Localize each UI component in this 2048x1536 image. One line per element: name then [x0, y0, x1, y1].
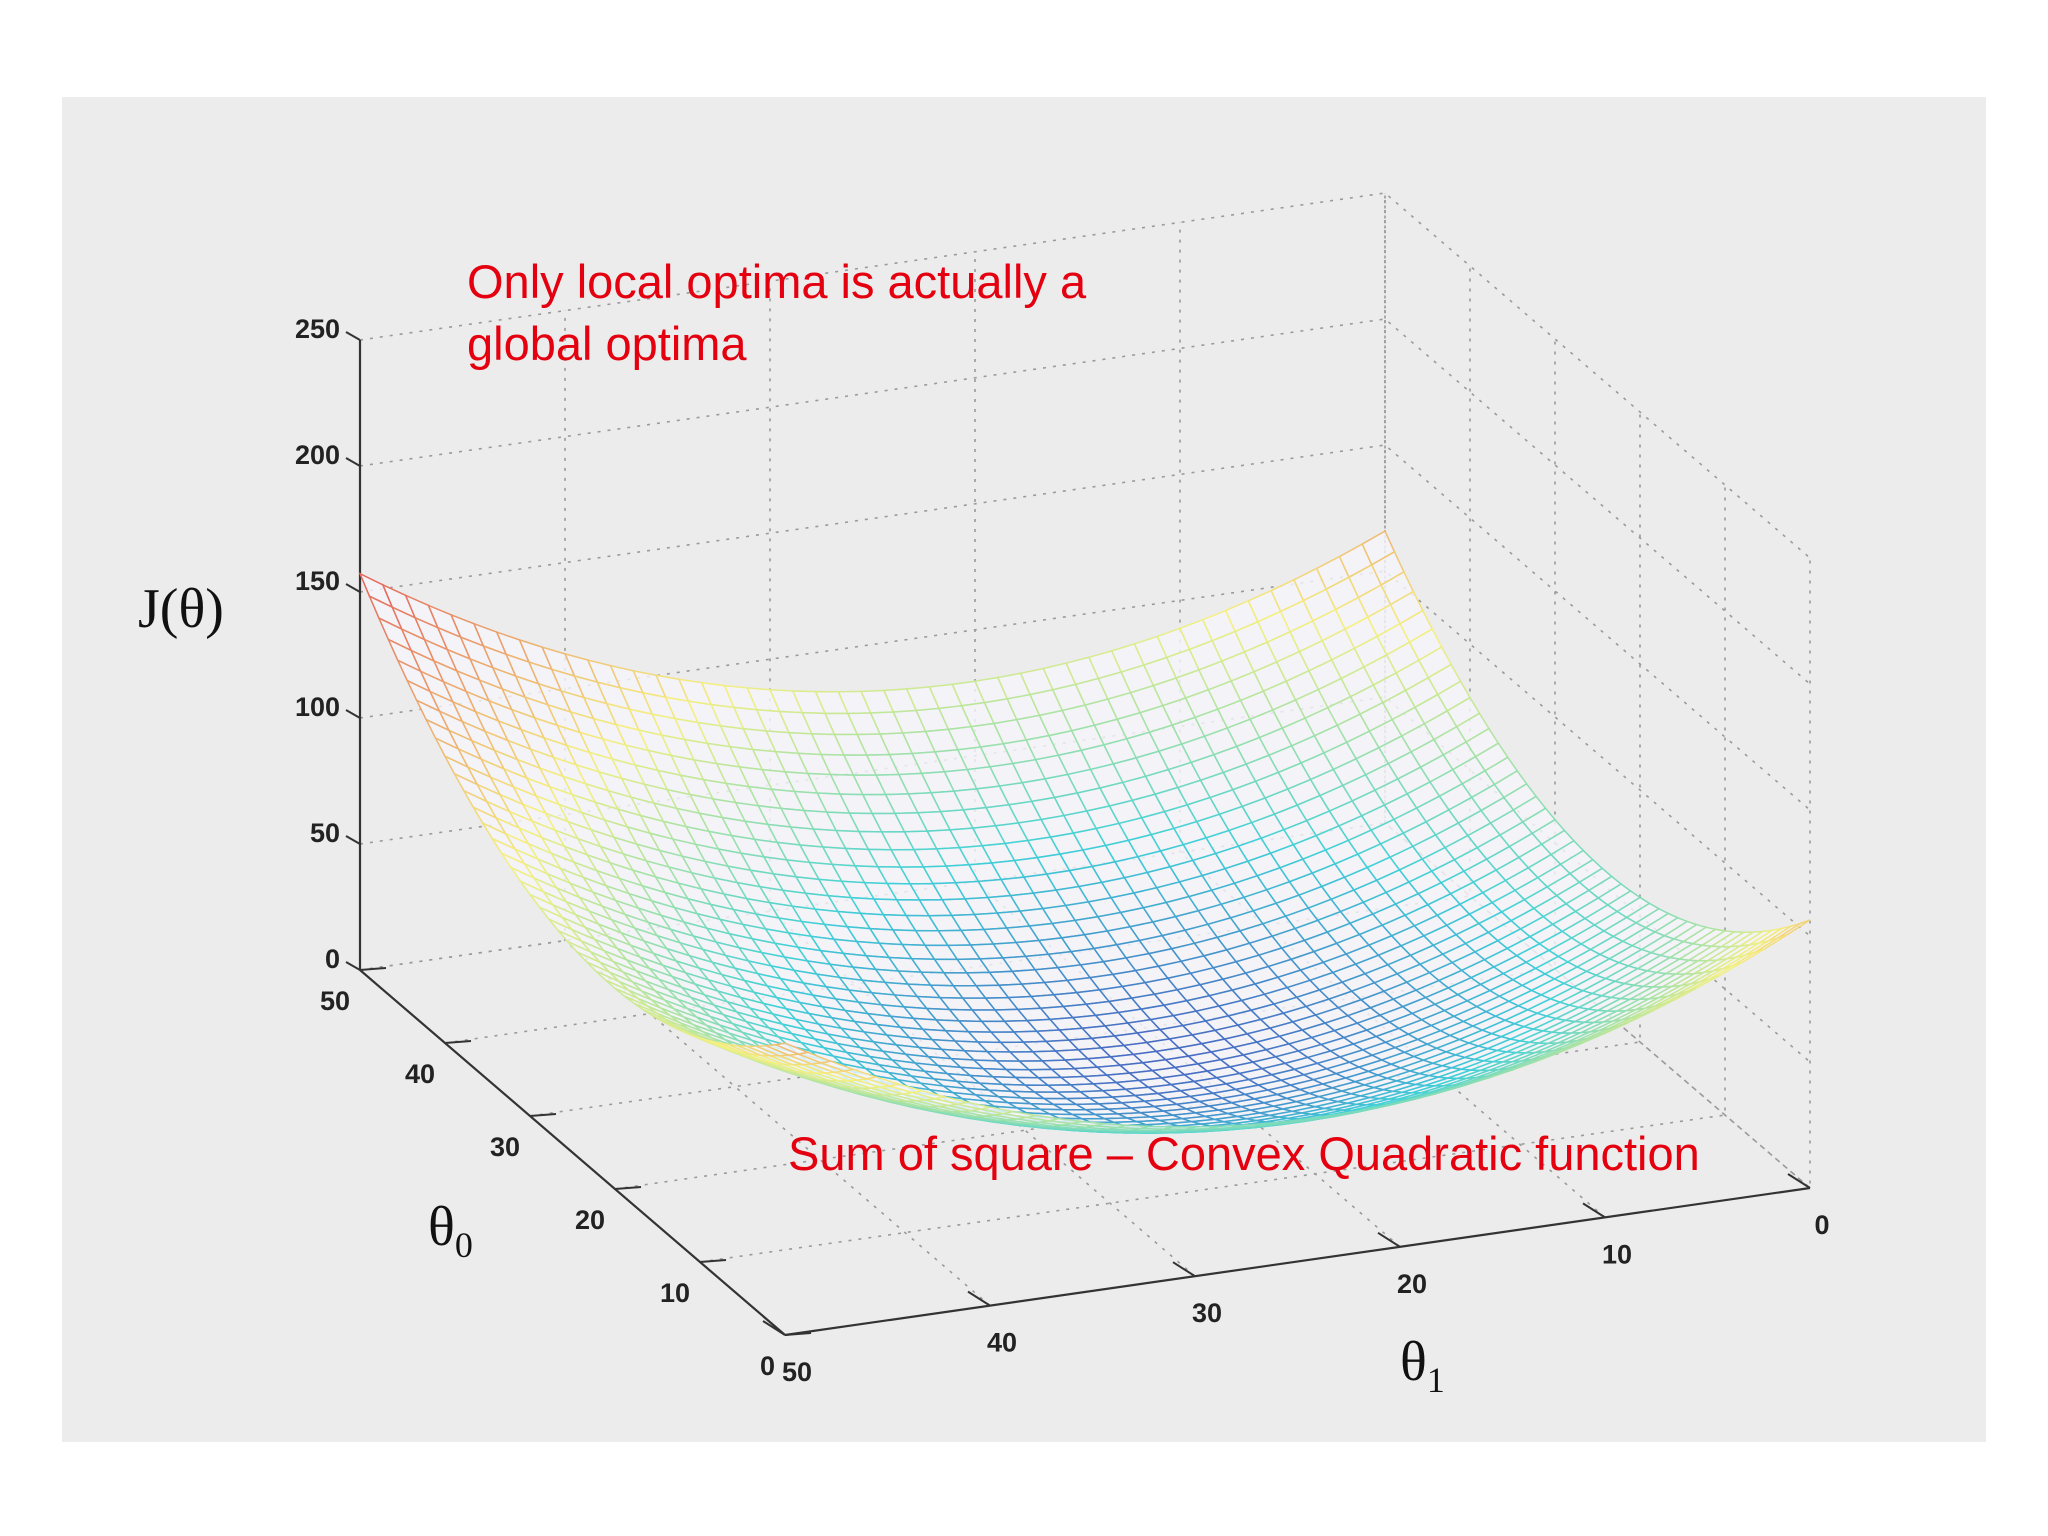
x-tick-label: 40	[987, 1328, 1017, 1358]
y-tick-mark	[784, 1332, 812, 1336]
z-tick-mark	[345, 835, 361, 845]
y-axis-label: θ0	[428, 1196, 473, 1265]
y-tick-mark	[614, 1186, 642, 1190]
z-tick-mark	[345, 709, 361, 719]
x-tick-mark	[1172, 1261, 1196, 1278]
surface-mesh	[358, 530, 1811, 1134]
z-axis-label: J(θ)	[138, 578, 224, 640]
y-axis-label-subscript: 0	[455, 1225, 473, 1265]
annotation-top-line-2: global optima	[467, 317, 747, 370]
y-axis-line	[359, 969, 786, 1336]
x-axis-label-subscript: 1	[1427, 1360, 1445, 1400]
z-tick-mark	[345, 331, 361, 341]
y-tick-label: 50	[320, 986, 350, 1016]
y-tick-label: 30	[490, 1132, 520, 1162]
y-tick-label: 0	[760, 1351, 775, 1381]
y-tick-label: 20	[575, 1205, 605, 1235]
annotation-top-line-1: Only local optima is actually a	[467, 255, 1087, 308]
x-tick-mark	[1377, 1231, 1401, 1248]
z-tick-label: 0	[325, 944, 340, 974]
y-tick-label: 40	[405, 1059, 435, 1089]
z-tick-mark	[345, 583, 361, 593]
x-tick-mark	[1582, 1202, 1606, 1219]
x-tick-label: 0	[1814, 1210, 1829, 1240]
z-tick-label: 250	[295, 314, 340, 344]
x-axis-line	[784, 1186, 1811, 1337]
y-tick-mark	[699, 1259, 727, 1263]
x-tick-mark	[967, 1290, 991, 1307]
grid-line-x	[564, 310, 991, 1307]
surface-cell	[772, 1042, 811, 1055]
annotation-bottom: Sum of square – Convex Quadratic functio…	[788, 1127, 1700, 1180]
z-tick-mark	[345, 457, 361, 467]
y-tick-mark	[359, 967, 387, 971]
z-tick-label: 200	[295, 440, 340, 470]
z-tick-label: 100	[295, 692, 340, 722]
x-tick-label: 20	[1397, 1269, 1427, 1299]
y-tick-mark	[529, 1113, 557, 1117]
z-tick-mark	[345, 961, 361, 971]
x-tick-label: 30	[1192, 1298, 1222, 1328]
z-tick-label: 50	[310, 818, 340, 848]
z-tick-label: 150	[295, 566, 340, 596]
x-tick-mark	[1787, 1173, 1811, 1189]
y-tick-label: 10	[660, 1278, 690, 1308]
y-tick-mark	[444, 1040, 472, 1044]
axes	[358, 340, 1811, 1337]
x-tick-label: 50	[782, 1357, 812, 1387]
x-axis-label: θ1	[1400, 1331, 1445, 1400]
x-tick-mark	[762, 1320, 786, 1336]
x-tick-label: 10	[1602, 1239, 1632, 1269]
